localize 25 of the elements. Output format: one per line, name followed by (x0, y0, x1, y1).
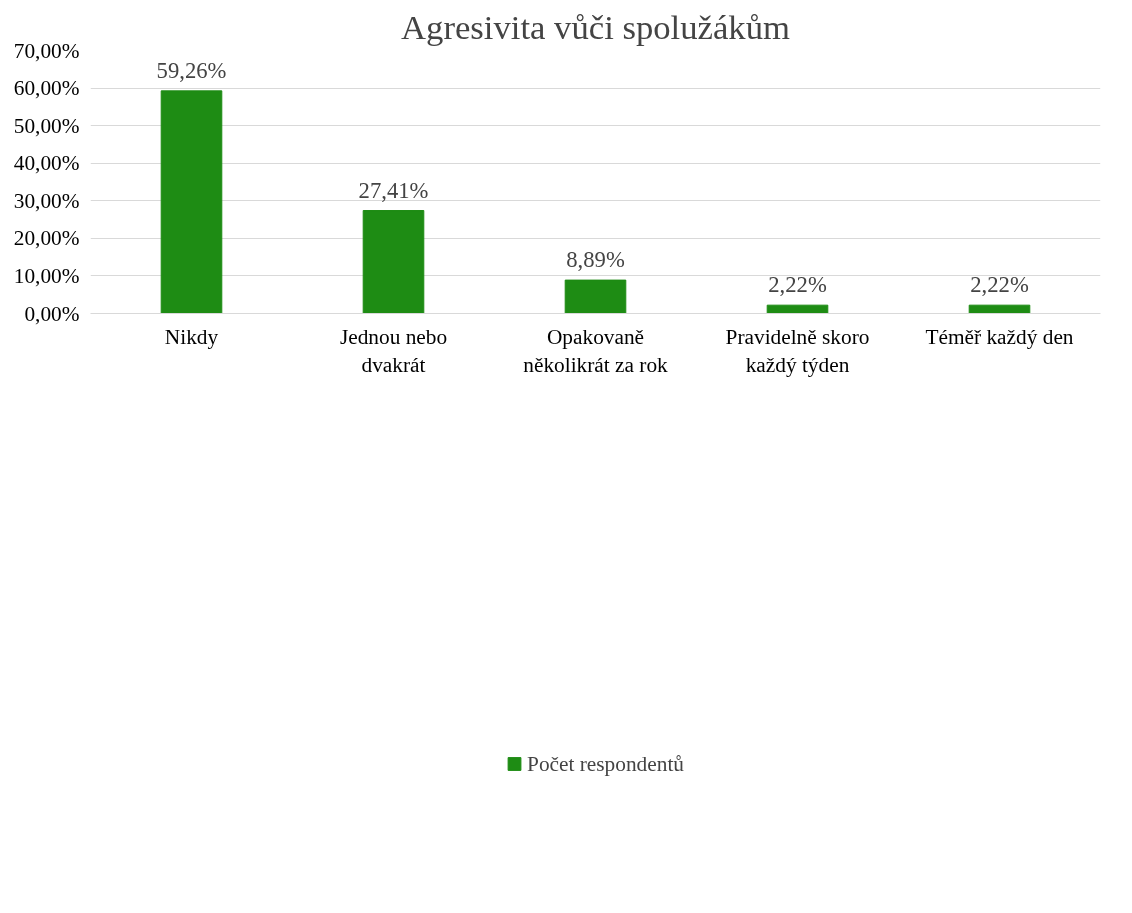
y-tick-label: 50,00% (13, 113, 80, 138)
bar (968, 304, 1031, 314)
y-tick-label: 10,00% (13, 263, 80, 288)
data-label: 2,22% (970, 272, 1029, 298)
y-tick-label: 40,00% (13, 151, 80, 176)
x-tick-label: Jednou nebo dvakrát (339, 324, 448, 378)
x-tick-label: Téměř každý den (925, 324, 1074, 349)
y-tick-label: 70,00% (13, 38, 80, 63)
y-tick-label: 60,00% (13, 76, 80, 101)
data-label: 59,26% (156, 57, 227, 83)
x-tick-label: Pravidelně skoro každý týden (725, 324, 870, 378)
y-tick-label: 0,00% (24, 301, 80, 326)
bar (160, 90, 223, 314)
bar (362, 210, 425, 314)
y-tick-label: 20,00% (13, 226, 80, 251)
data-label: 8,89% (566, 247, 625, 273)
y-tick-label: 30,00% (13, 188, 80, 213)
data-label: 27,41% (358, 177, 429, 203)
x-tick-label: Opakovaně několikrát za rok (523, 324, 669, 378)
data-label: 2,22% (768, 272, 827, 298)
bar (564, 279, 627, 314)
bar (766, 304, 829, 314)
x-tick-label: Nikdy (164, 324, 219, 349)
legend-label: Počet respondentů (527, 751, 684, 777)
chart-title: Agresivita vůči spolužákům (401, 7, 790, 46)
